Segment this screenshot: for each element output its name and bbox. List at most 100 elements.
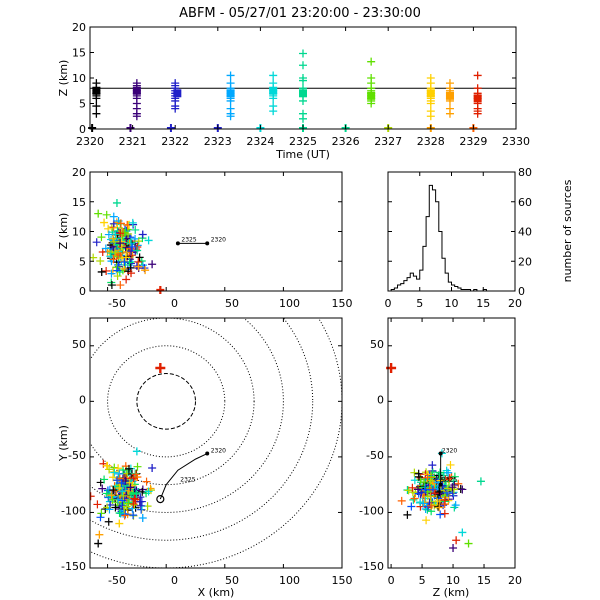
source-marker <box>114 495 123 504</box>
source-marker <box>410 468 419 477</box>
source-marker <box>416 498 425 507</box>
tick-label: 10 <box>446 574 460 587</box>
range-ring <box>90 318 284 513</box>
average-height-marker <box>92 86 101 95</box>
source-marker <box>122 502 131 511</box>
time-height-x-ticks: 2320 2321 2322 2323 2324 2325 2326 2327 … <box>76 135 530 148</box>
source-marker <box>99 459 108 468</box>
source-marker <box>121 253 130 262</box>
plan-view-y-label: Y (km) <box>57 425 70 462</box>
source-marker <box>94 209 103 218</box>
source-marker <box>104 230 113 239</box>
height-y-x-ticks: 0 5 10 15 20 <box>388 574 522 587</box>
source-cluster <box>90 210 149 290</box>
source-marker <box>104 517 113 526</box>
source-marker <box>100 218 109 227</box>
source-marker <box>111 503 120 512</box>
source-marker <box>136 501 145 510</box>
source-marker <box>131 225 140 234</box>
tick-label: 15 <box>476 297 490 310</box>
range-ring <box>90 318 342 568</box>
source-marker <box>137 497 146 506</box>
source-marker <box>226 71 235 80</box>
storm-track-line <box>159 453 208 500</box>
tick-label: 40 <box>518 226 532 239</box>
source-marker <box>431 489 440 498</box>
tick-label: 15 <box>72 196 86 209</box>
tick-label: 5 <box>416 297 423 310</box>
source-marker <box>96 256 105 265</box>
source-marker <box>144 487 153 496</box>
tick-label: 10 <box>72 72 86 85</box>
source-marker <box>129 511 138 520</box>
source-marker <box>138 230 147 239</box>
plan-view-axes-box <box>89 317 343 569</box>
time-height-y-label: Z (km) <box>57 60 70 97</box>
average-height-marker <box>445 91 454 100</box>
tick-label: 50 <box>370 338 384 351</box>
source-marker <box>473 71 482 80</box>
average-height-marker <box>299 89 307 98</box>
source-marker <box>92 102 101 111</box>
tick-label: 15 <box>72 47 86 60</box>
tick-label: 20 <box>518 255 532 268</box>
source-marker <box>476 477 485 486</box>
tick-label: -100 <box>61 504 86 517</box>
source-marker <box>98 484 107 493</box>
source-marker <box>112 198 121 207</box>
storm-track-point <box>438 482 443 487</box>
source-marker <box>97 233 106 242</box>
source-marker <box>109 486 118 495</box>
source-marker <box>114 464 123 473</box>
source-marker <box>436 510 445 519</box>
tick-label: 50 <box>225 297 239 310</box>
range-ring <box>107 345 226 458</box>
source-marker <box>458 485 467 494</box>
source-marker <box>112 263 121 272</box>
tick-label: 5 <box>419 574 426 587</box>
source-marker <box>445 79 454 88</box>
source-marker <box>109 255 118 264</box>
tick-label: 0 <box>79 123 86 136</box>
source-marker <box>419 482 428 491</box>
x-height-x-ticks: -50 0 50 100 150 <box>108 297 352 310</box>
height-histogram-axes-box <box>387 171 516 292</box>
source-marker <box>96 513 105 522</box>
source-marker <box>128 218 137 227</box>
source-marker <box>408 483 417 492</box>
source-marker <box>450 472 459 481</box>
height-y-axes-box <box>387 317 516 569</box>
source-marker <box>142 477 151 486</box>
source-marker <box>403 510 412 519</box>
source-marker <box>135 253 144 262</box>
source-marker <box>444 468 453 477</box>
source-marker <box>108 495 117 504</box>
source-marker <box>97 267 106 276</box>
source-marker <box>443 484 452 493</box>
source-marker <box>427 472 436 481</box>
source-marker <box>119 491 128 500</box>
tick-label: 50 <box>225 574 239 587</box>
x-height-plot-area: 2320 2325 <box>90 171 342 294</box>
track-label: 2320 <box>211 237 226 244</box>
tick-label: 80 <box>518 166 532 179</box>
height-y-plot-area: 2320 2325 <box>386 318 515 569</box>
track-label: 2320 <box>442 447 457 454</box>
source-marker <box>129 488 138 497</box>
source-marker <box>426 112 435 121</box>
track-label: 2325 <box>181 237 196 244</box>
time-height-x-label: Time (UT) <box>275 148 330 161</box>
source-marker <box>128 504 137 513</box>
tick-label: -50 <box>108 297 126 310</box>
storm-track-end <box>156 495 165 504</box>
source-marker <box>102 461 111 470</box>
source-marker <box>95 530 104 539</box>
tick-label: 20 <box>72 21 86 34</box>
storm-track-point <box>205 451 210 456</box>
source-marker <box>121 243 130 252</box>
source-marker <box>124 464 133 473</box>
tick-label: 0 <box>385 297 392 310</box>
tick-label: 2324 <box>246 135 274 148</box>
source-marker <box>120 258 129 267</box>
source-marker <box>129 474 138 483</box>
